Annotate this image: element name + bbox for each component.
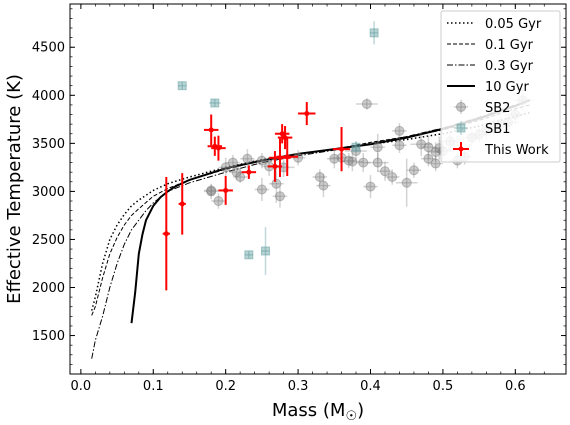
sb1-point [369, 28, 379, 38]
x-axis-label-sub: ☉ [345, 409, 357, 424]
this-work-point [179, 201, 185, 207]
sb2-point [372, 142, 383, 153]
this-work-point [279, 131, 285, 137]
x-axis-label-main: Mass (M [272, 400, 346, 421]
y-tick-label: 4000 [32, 89, 65, 104]
sb2-point [365, 181, 376, 192]
x-tick-label: 0.6 [505, 379, 526, 394]
legend-marker-sb1 [454, 121, 468, 135]
sb2-point [347, 156, 358, 167]
this-work-point [246, 169, 252, 175]
sb1-point [210, 98, 220, 108]
legend-marker-sb2 [454, 100, 468, 114]
legend-label-10gyr: 10 Gyr [485, 80, 529, 95]
x-tick-label: 0.0 [71, 379, 92, 394]
x-tick-label: 0.1 [143, 379, 164, 394]
sb2-point [213, 196, 224, 207]
this-work-point [284, 154, 290, 160]
sb2-point [387, 171, 398, 182]
sb2-point [394, 125, 405, 136]
isochrone-10gyr [130, 99, 531, 324]
sb1-point [351, 142, 361, 152]
isochrone-0.05gyr [90, 111, 530, 311]
x-tick-label: 0.2 [215, 379, 236, 394]
sb1-point [261, 246, 271, 256]
x-tick-label: 0.5 [433, 379, 454, 394]
sb2-point [423, 142, 434, 153]
sb1-layer [177, 21, 379, 276]
y-tick-label: 2000 [32, 281, 65, 296]
sb2-point [416, 139, 427, 150]
sb2-point [430, 147, 441, 157]
sb2-point [242, 153, 253, 164]
y-axis-label: Effective Temperature (K) [4, 74, 25, 304]
legend-label-sb1: SB1 [485, 122, 510, 137]
sb2-point [256, 155, 267, 166]
sb2-point [430, 158, 441, 169]
this-work-point [304, 111, 310, 117]
sb2-point [394, 140, 405, 151]
sb2-point [423, 153, 434, 164]
legend-marker-this-work [453, 142, 469, 156]
this-work-point [163, 231, 169, 237]
y-tick-label: 3500 [32, 137, 65, 152]
this-work-point [208, 127, 214, 133]
this-work-point [339, 146, 345, 152]
plot-frame [69, 3, 567, 375]
sb1-point [244, 250, 254, 260]
sb2-point [372, 157, 383, 168]
legend: 0.05 Gyr 0.1 Gyr 0.3 Gyr 10 Gyr SB2 SB1 … [440, 10, 561, 163]
sb2-point [361, 98, 372, 109]
legend-box [440, 10, 561, 163]
sb2-point [256, 184, 267, 195]
sb2-point [343, 155, 354, 166]
legend-label-sb2: SB2 [485, 101, 510, 116]
y-tick-label: 2500 [32, 233, 65, 248]
y-tick-label: 4500 [32, 41, 65, 56]
this-work-layer [162, 102, 351, 291]
sb2-point [220, 162, 231, 173]
x-axis-label-end: ) [357, 400, 364, 421]
sb2-point [318, 180, 329, 191]
this-work-point [272, 163, 278, 169]
sb2-point [358, 157, 369, 168]
sb2-point [379, 166, 390, 177]
sb2-point [206, 185, 217, 196]
legend-label-0.3gyr: 0.3 Gyr [485, 59, 534, 74]
sb2-point [408, 165, 419, 176]
sb2-point [329, 153, 340, 164]
sb2-point [227, 157, 238, 168]
y-tick-label: 1500 [32, 329, 65, 344]
isochrone-layer [90, 99, 531, 359]
legend-label-this-work: This Work [484, 143, 549, 158]
sb2-point [314, 171, 325, 182]
legend-label-0.1gyr: 0.1 Gyr [485, 38, 534, 53]
sb1-point [177, 81, 187, 91]
sb2-point [401, 177, 412, 188]
sb2-point [235, 171, 246, 182]
x-axis-label: Mass (M☉) [272, 400, 364, 424]
legend-label-0.05gyr: 0.05 Gyr [485, 17, 542, 32]
sb2-point [274, 191, 285, 202]
x-tick-label: 0.4 [360, 379, 381, 394]
x-tick-label: 0.3 [288, 379, 309, 394]
this-work-point [223, 187, 229, 193]
y-tick-label: 3000 [32, 185, 65, 200]
tick-layer: 0.0 0.1 0.2 0.3 0.4 0.5 0.6 1500 2000 2500 3000 350… [32, 4, 566, 394]
this-work-point [215, 145, 221, 151]
